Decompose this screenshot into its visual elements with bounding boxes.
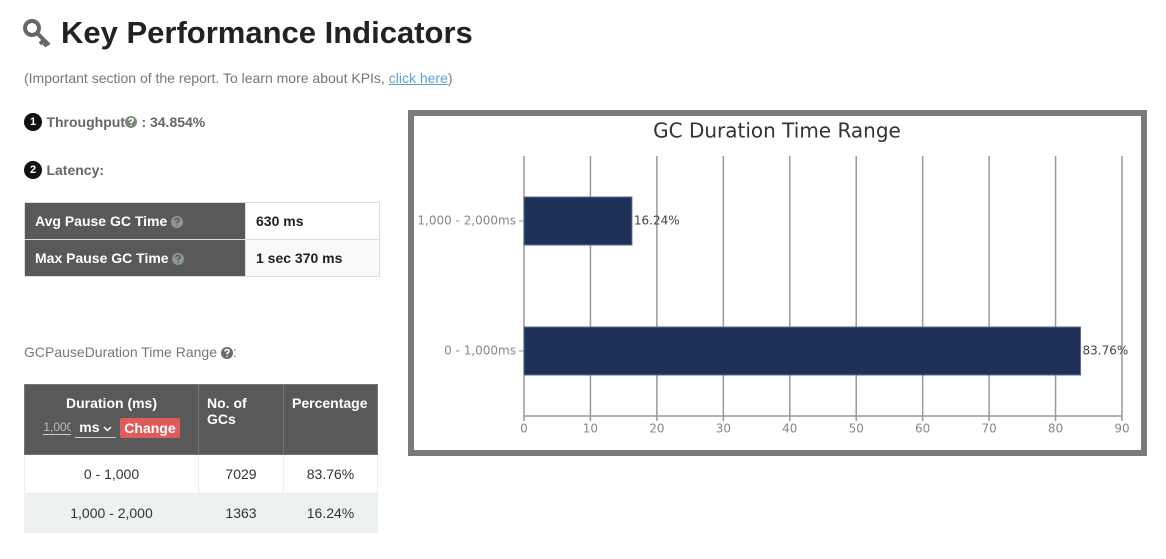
caption-text: GCPauseDuration Time Range bbox=[24, 344, 217, 360]
cell: 16.24% bbox=[283, 493, 378, 533]
note-text: (Important section of the report. To lea… bbox=[24, 70, 389, 86]
cell-text: Avg Pause GC Time bbox=[35, 213, 168, 229]
gc-caption: GCPauseDuration Time Range : bbox=[24, 344, 237, 360]
header-cell: Percentage bbox=[283, 384, 378, 455]
latency-table: Avg Pause GC Time 630 ms Max Pause GC Ti… bbox=[24, 202, 380, 277]
select-text: ms bbox=[79, 419, 100, 435]
y-tick-label: 1,000 - 2,000ms bbox=[417, 214, 516, 228]
cell: 630 ms bbox=[245, 202, 380, 240]
x-tick-label: 60 bbox=[915, 422, 930, 436]
x-tick-label: 40 bbox=[782, 422, 797, 436]
cell: 83.76% bbox=[283, 454, 378, 494]
header-cell: Duration (ms) 1,000 ms Change bbox=[24, 384, 199, 455]
throughput: 1 Throughput : 34.854% bbox=[24, 113, 205, 131]
label: Latency: bbox=[46, 162, 105, 178]
header-text: Duration (ms) bbox=[66, 395, 157, 411]
latency: 2 Latency: bbox=[24, 161, 104, 179]
chart: GC Duration Time Range 0 10 20 30 40 50 60 70 80… bbox=[408, 110, 1147, 456]
label: Throughput bbox=[46, 114, 125, 130]
caption-text: : bbox=[232, 344, 237, 360]
value: : 34.854% bbox=[141, 114, 206, 130]
cell: 1,000 - 2,000 bbox=[24, 493, 199, 533]
x-tick-label: 0 bbox=[520, 422, 528, 436]
change-button[interactable]: Change bbox=[120, 417, 180, 438]
note: (Important section of the report. To lea… bbox=[24, 70, 453, 86]
badge: 2 bbox=[24, 161, 42, 179]
link[interactable]: click here bbox=[388, 70, 448, 86]
cell: 1363 bbox=[198, 493, 284, 533]
cell: 7029 bbox=[198, 454, 284, 494]
chevron bbox=[103, 426, 112, 432]
header-cell: No. of GCs bbox=[198, 384, 284, 455]
x-tick-label: 10 bbox=[583, 422, 598, 436]
cell: Max Pause GC Time bbox=[24, 239, 246, 277]
note-text: ) bbox=[447, 70, 453, 86]
y-tick-label: 0 - 1,000ms bbox=[444, 344, 516, 358]
page-title: Key Performance Indicators bbox=[61, 15, 473, 50]
cell: 0 - 1,000 bbox=[24, 454, 199, 494]
help-icon[interactable] bbox=[171, 216, 184, 229]
data-label: 16.24% bbox=[634, 214, 680, 228]
cell: 1 sec 370 ms bbox=[245, 239, 380, 277]
cell: Avg Pause GC Time bbox=[24, 202, 246, 240]
help-icon[interactable] bbox=[220, 347, 233, 360]
badge: 1 bbox=[24, 113, 42, 131]
x-tick-label: 50 bbox=[849, 422, 864, 436]
x-tick-label: 80 bbox=[1048, 422, 1063, 436]
help-icon[interactable] bbox=[124, 116, 137, 128]
x-tick-label: 30 bbox=[716, 422, 731, 436]
x-tick-label: 20 bbox=[649, 422, 664, 436]
chart-frame bbox=[408, 110, 1147, 456]
x-tick-label: 90 bbox=[1114, 422, 1129, 436]
gc-table: Duration (ms) 1,000 ms Change No. of GCs… bbox=[24, 384, 378, 533]
cell-text: Max Pause GC Time bbox=[35, 250, 169, 266]
chart-title: GC Duration Time Range bbox=[653, 119, 901, 143]
bar bbox=[523, 326, 1082, 376]
unit-select[interactable]: ms bbox=[75, 417, 117, 438]
help-icon[interactable] bbox=[172, 253, 185, 266]
bar bbox=[523, 196, 633, 246]
x-tick-label: 70 bbox=[981, 422, 996, 436]
text-input[interactable]: 1,000 bbox=[43, 420, 72, 435]
key-icon bbox=[23, 19, 51, 48]
data-label: 83.76% bbox=[1083, 344, 1129, 358]
